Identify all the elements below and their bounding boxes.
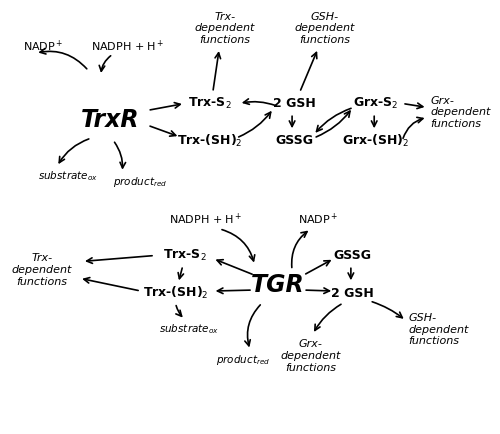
- Text: Trx-(SH)$_2$: Trx-(SH)$_2$: [177, 133, 242, 149]
- Text: TrxR: TrxR: [81, 108, 140, 132]
- Text: Grx-S$_2$: Grx-S$_2$: [354, 96, 399, 111]
- Text: functions: functions: [200, 35, 250, 45]
- Text: NADP$^+$: NADP$^+$: [298, 211, 339, 227]
- Text: Trx-S$_2$: Trx-S$_2$: [163, 248, 206, 263]
- Text: Trx-(SH)$_2$: Trx-(SH)$_2$: [142, 285, 208, 301]
- Text: dependent: dependent: [12, 265, 72, 275]
- Text: Trx-: Trx-: [214, 12, 236, 22]
- Text: functions: functions: [430, 119, 481, 129]
- Text: substrate$_{ox}$: substrate$_{ox}$: [160, 322, 220, 336]
- Text: functions: functions: [299, 35, 350, 45]
- Text: dependent: dependent: [408, 325, 469, 335]
- Text: TGR: TGR: [251, 273, 305, 297]
- Text: GSSG: GSSG: [275, 135, 313, 148]
- Text: NADPH + H$^+$: NADPH + H$^+$: [92, 39, 165, 54]
- Text: product$_{red}$: product$_{red}$: [216, 353, 270, 367]
- Text: product$_{red}$: product$_{red}$: [113, 175, 168, 190]
- Text: Trx-: Trx-: [32, 253, 52, 263]
- Text: functions: functions: [285, 363, 336, 373]
- Text: Grx-: Grx-: [430, 95, 454, 105]
- Text: 2 GSH: 2 GSH: [332, 286, 374, 299]
- Text: functions: functions: [408, 336, 460, 346]
- Text: dependent: dependent: [194, 23, 255, 33]
- Text: dependent: dependent: [280, 351, 341, 361]
- Text: functions: functions: [16, 277, 68, 287]
- Text: GSSG: GSSG: [334, 249, 372, 262]
- Text: 2 GSH: 2 GSH: [272, 97, 316, 110]
- Text: dependent: dependent: [430, 107, 490, 117]
- Text: Trx-S$_2$: Trx-S$_2$: [188, 96, 232, 111]
- Text: NADPH + H$^+$: NADPH + H$^+$: [170, 211, 243, 227]
- Text: GSH-: GSH-: [310, 12, 339, 22]
- Text: substrate$_{ox}$: substrate$_{ox}$: [38, 170, 98, 184]
- Text: dependent: dependent: [294, 23, 355, 33]
- Text: GSH-: GSH-: [408, 312, 437, 323]
- Text: Grx-(SH)$_2$: Grx-(SH)$_2$: [342, 133, 409, 149]
- Text: Grx-: Grx-: [299, 339, 322, 349]
- Text: NADP$^+$: NADP$^+$: [24, 39, 64, 54]
